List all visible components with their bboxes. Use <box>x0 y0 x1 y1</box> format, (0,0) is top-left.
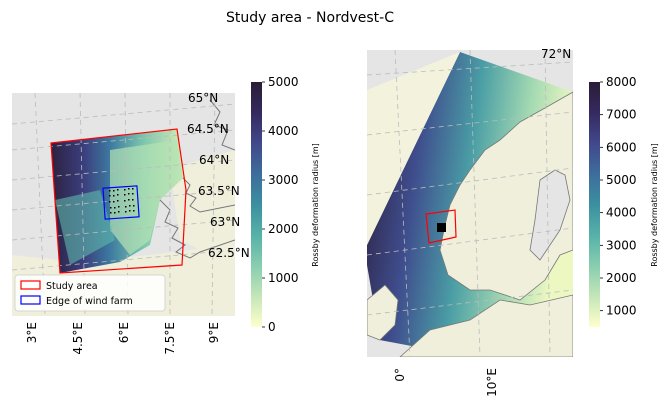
right-colorbar-label: Rossby deformation radius [m] <box>650 143 659 267</box>
left-colorbar-bar <box>251 82 262 327</box>
right-colorbar: 1000 2000 3000 4000 5000 6000 7000 8000 Rossby … <box>589 75 659 327</box>
right-map-continent <box>399 294 573 357</box>
colorbar-tick-label: 6000 <box>606 140 637 154</box>
figure-title: Study area - Nordvest-C <box>226 10 394 26</box>
legend-label-study-area: Study area <box>46 281 98 292</box>
right-map-british-isles <box>367 284 399 341</box>
colorbar-tick-label: 5000 <box>606 173 637 187</box>
left-map-shelf <box>110 140 183 255</box>
overview-study-area-outline <box>425 209 457 244</box>
left-map-coastline <box>159 199 235 259</box>
left-map-land-east <box>170 150 235 250</box>
left-map-band <box>55 190 115 265</box>
colorbar-tick-label: 0 <box>268 320 276 334</box>
left-lon-label: 4.5°E <box>71 322 85 355</box>
right-colorbar-ticks: 1000 2000 3000 4000 5000 6000 7000 8000 <box>600 75 637 318</box>
right-lon-label: 0° <box>393 368 407 382</box>
right-map-baltic <box>529 169 571 261</box>
legend-swatch-wind-farm <box>20 295 41 305</box>
left-lon-label: 6°E <box>117 322 131 343</box>
colorbar-tick-label: 1000 <box>268 271 299 285</box>
colorbar-tick-label: 1000 <box>606 304 637 318</box>
left-map-legend: Study area Edge of wind farm <box>14 274 166 312</box>
left-lat-label: 64°N <box>199 153 229 167</box>
right-colorbar-bar <box>589 82 600 327</box>
left-colorbar: 0 1000 2000 3000 4000 5000 Rossby deformation… <box>251 75 320 334</box>
left-lat-label: 63°N <box>210 215 240 229</box>
legend-swatch-study-area <box>20 280 41 290</box>
right-lon-label: 10°E <box>485 368 499 397</box>
left-lon-label: 9°E <box>207 322 221 343</box>
left-colorbar-label: Rossby deformation radius [m] <box>311 143 320 267</box>
legend-label-wind-farm: Edge of wind farm <box>46 296 133 307</box>
left-lat-label: 63.5°N <box>198 184 240 198</box>
left-map-coastline-north <box>209 99 235 151</box>
left-map-graticule <box>12 93 235 316</box>
colorbar-tick-label: 5000 <box>268 75 299 89</box>
left-map-coastline-fjords <box>182 177 235 213</box>
left-lat-label: 64.5°N <box>187 122 229 136</box>
colorbar-tick-label: 7000 <box>606 108 637 122</box>
colorbar-tick-label: 3000 <box>606 238 637 252</box>
colorbar-tick-label: 4000 <box>268 124 299 138</box>
left-lon-label: 7.5°E <box>163 322 177 355</box>
right-lat-label: 72°N <box>541 47 571 61</box>
right-map-graticule <box>367 50 573 357</box>
colorbar-tick-label: 4000 <box>606 206 637 220</box>
right-map-north-strip <box>367 52 460 245</box>
colorbar-tick-label: 2000 <box>606 271 637 285</box>
right-map: 72°N 0° 10°E <box>367 47 573 397</box>
wind-farm-outline <box>102 185 140 220</box>
left-lat-label: 62.5°N <box>208 246 250 260</box>
study-area-outline <box>50 128 187 274</box>
left-lat-label: 65°N <box>188 91 218 105</box>
left-map: 65°N 64.5°N 64°N 63.5°N 63°N 62.5°N 3°E … <box>12 91 250 355</box>
colorbar-tick-label: 3000 <box>268 173 299 187</box>
colorbar-tick-label: 2000 <box>268 222 299 236</box>
wind-turbines <box>109 188 135 214</box>
colorbar-tick-label: 8000 <box>606 75 637 89</box>
legend-box <box>14 274 166 312</box>
left-lon-label: 3°E <box>25 322 39 343</box>
left-colorbar-ticks: 0 1000 2000 3000 4000 5000 <box>262 75 299 334</box>
overview-wind-farm-marker <box>437 223 446 232</box>
